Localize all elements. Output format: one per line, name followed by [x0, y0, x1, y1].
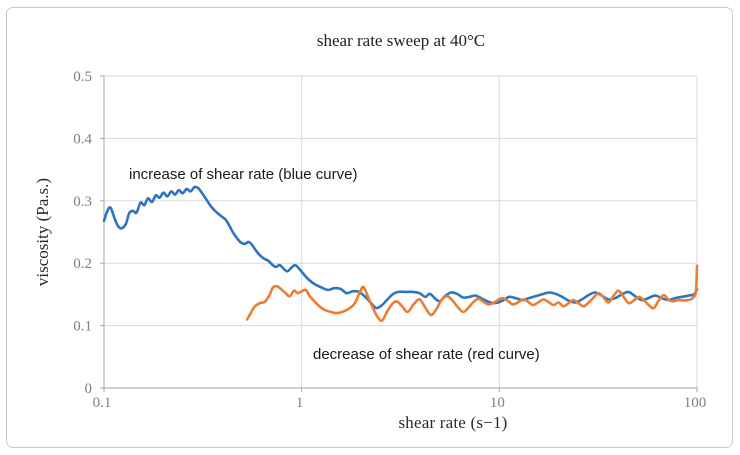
figure-border — [6, 7, 733, 448]
x-tick-label: 0.1 — [93, 395, 112, 411]
annotation-decrease-curve: decrease of shear rate (red curve) — [313, 346, 540, 363]
x-tick-label: 10 — [490, 395, 505, 411]
curve-increase — [102, 185, 699, 310]
x-tick-label: 100 — [684, 395, 707, 411]
y-tick-label: 0.3 — [73, 194, 92, 210]
y-tick-label: 0.2 — [73, 256, 92, 272]
chart-title: shear rate sweep at 40°C — [316, 31, 486, 50]
y-tick-label: 0.4 — [73, 131, 92, 147]
y-axis-title: viscosity (Pa.s.) — [33, 177, 52, 287]
annotation-increase-curve: increase of shear rate (blue curve) — [129, 166, 358, 183]
curve-decrease — [245, 264, 699, 323]
y-tick-label: 0.5 — [73, 69, 92, 85]
y-tick-label: 0.1 — [73, 319, 92, 335]
x-axis-title: shear rate (s−1) — [398, 413, 508, 432]
x-tick-label: 1 — [296, 395, 304, 411]
y-tick-label: 0 — [85, 381, 93, 397]
